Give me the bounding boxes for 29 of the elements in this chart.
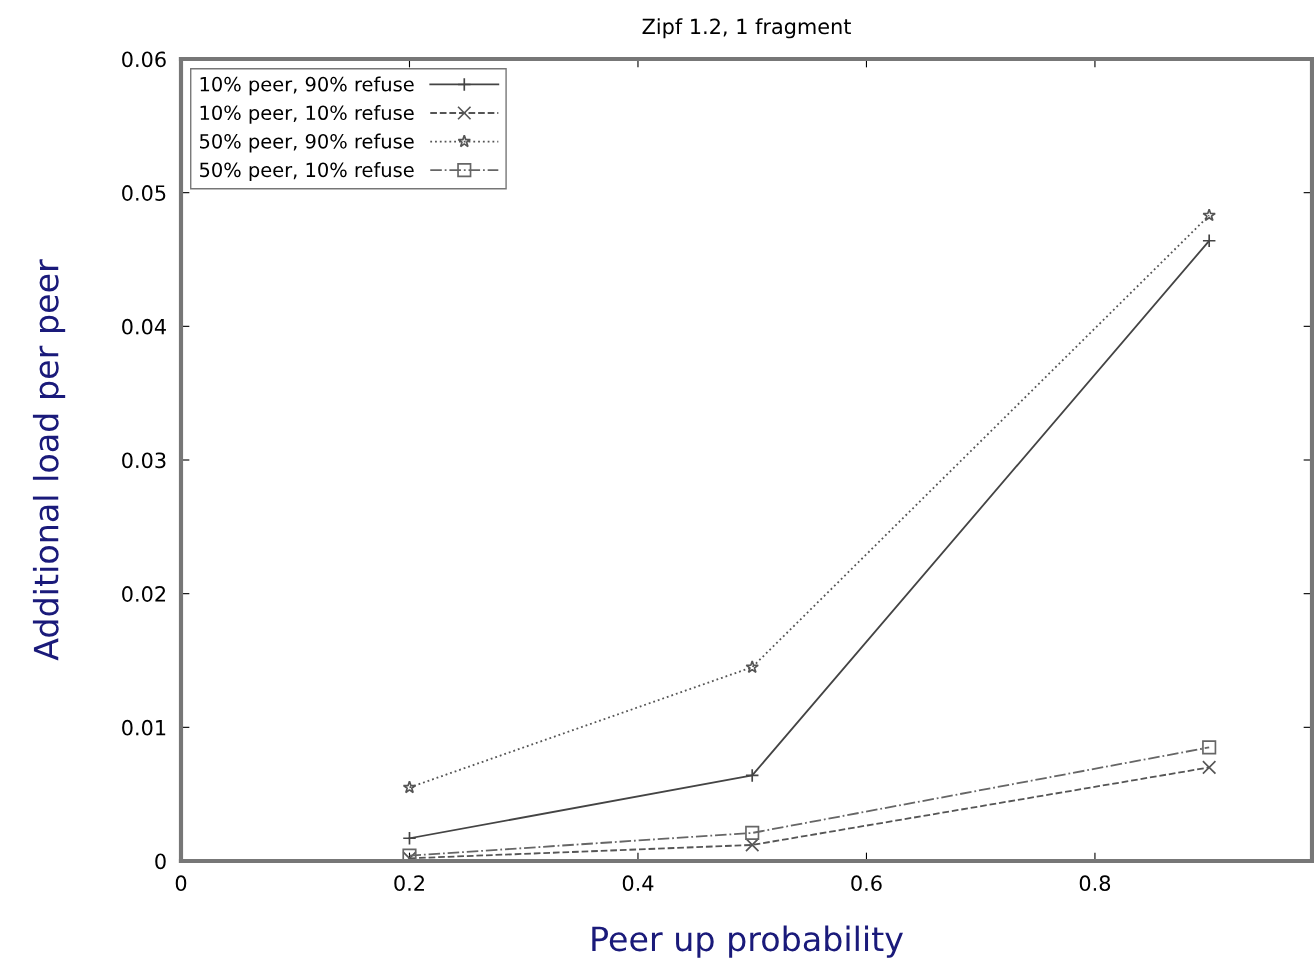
y-tick-label: 0 <box>155 853 166 870</box>
legend-label: 50% peer, 10% refuse <box>200 162 414 181</box>
chart-title: Zipf 1.2, 1 fragment <box>642 18 851 39</box>
point <box>1202 740 1217 755</box>
x-tick-label: 0.8 <box>1079 875 1111 892</box>
y-tick-label: 0.04 <box>122 318 166 335</box>
y-tick-label: 0.05 <box>122 185 166 201</box>
point <box>745 837 760 853</box>
y-tick-label: 0.01 <box>122 719 166 736</box>
point <box>1202 208 1216 222</box>
point <box>745 825 760 841</box>
legend-label: 10% peer, 90% refuse <box>200 76 414 96</box>
point <box>745 660 759 674</box>
point <box>402 831 417 846</box>
x-axis-title: Peer up probability <box>592 925 903 958</box>
x-tick-label: 0.4 <box>622 875 654 892</box>
legend-label: 50% peer, 90% refuse <box>200 133 414 153</box>
point <box>402 780 417 794</box>
y-tick-label: 0.02 <box>122 586 166 602</box>
point <box>745 768 760 783</box>
legend-label: 10% peer, 10% refuse <box>200 105 414 124</box>
point <box>1202 233 1217 248</box>
y-axis-title: Additional load per peer <box>32 259 66 661</box>
y-tick-label: 0.03 <box>122 452 166 469</box>
y-tick-label: 0.06 <box>122 51 166 68</box>
point <box>1202 760 1217 775</box>
x-tick-label: 0 <box>175 875 187 892</box>
x-tick-label: 0.6 <box>851 875 882 892</box>
x-tick-label: 0.2 <box>394 875 424 892</box>
